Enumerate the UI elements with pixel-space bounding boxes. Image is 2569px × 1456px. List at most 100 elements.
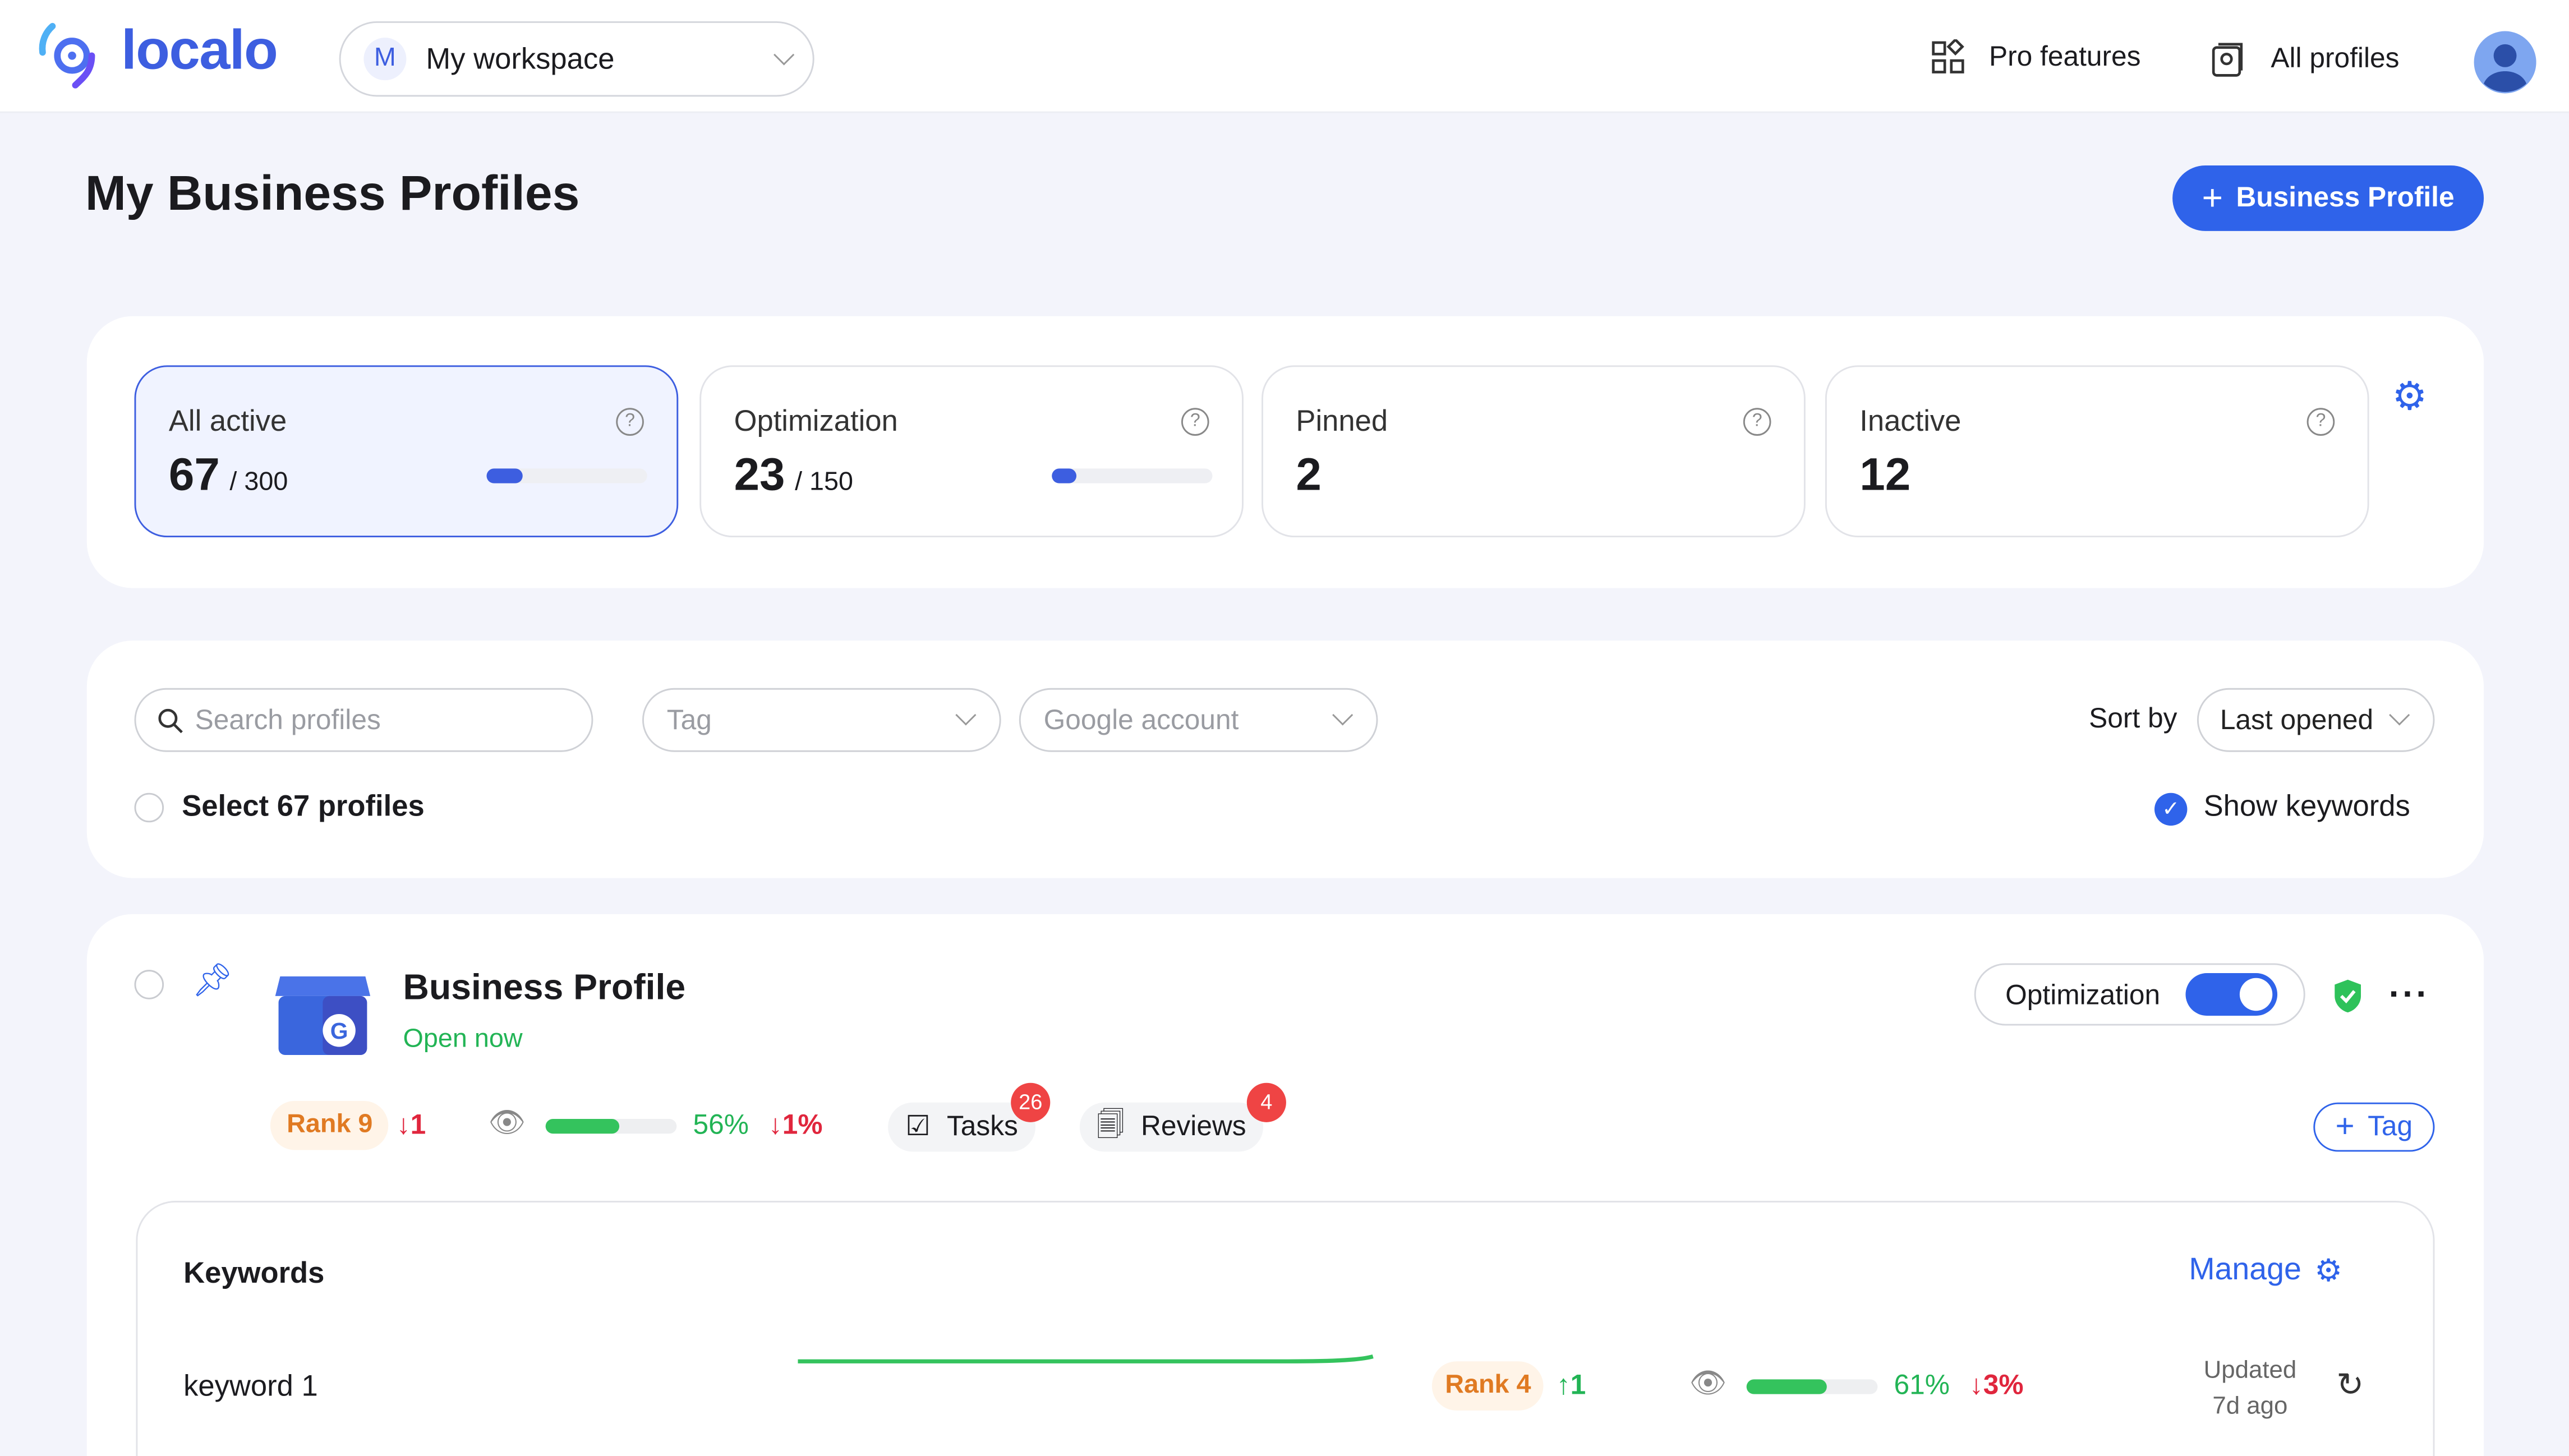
help-icon[interactable]: ? <box>1743 408 1771 436</box>
svg-text:G: G <box>330 1018 348 1044</box>
stat-label: Optimization <box>734 404 898 437</box>
more-options-icon[interactable]: ··· <box>2388 973 2430 1015</box>
keyword-rank-change: ↑1 <box>1556 1369 1586 1401</box>
stat-value: 23 <box>734 449 785 500</box>
chevron-down-icon <box>2389 704 2410 726</box>
help-icon[interactable]: ? <box>616 408 644 436</box>
select-all-checkbox[interactable] <box>134 792 164 823</box>
select-all-label: Select 67 profiles <box>182 789 425 823</box>
pro-features-button[interactable]: Pro features <box>1930 39 2141 75</box>
user-avatar[interactable] <box>2474 31 2536 94</box>
tasks-label: Tasks <box>946 1111 1018 1142</box>
grid-icon <box>1932 39 1964 73</box>
keyword-visibility-change: ↓3% <box>1969 1369 2024 1401</box>
plus-icon: + <box>2335 1108 2355 1145</box>
open-status: Open now <box>403 1025 523 1054</box>
profile-checkbox[interactable] <box>134 970 164 999</box>
reviews-icon: 🗐︎ <box>1097 1108 1125 1140</box>
plus-icon: + <box>2202 177 2223 218</box>
keyword-name: keyword 1 <box>183 1369 318 1403</box>
pro-features-label: Pro features <box>1988 41 2141 72</box>
chevron-down-icon <box>774 44 795 66</box>
rank-change: ↓1 <box>396 1109 426 1140</box>
all-profiles-button[interactable]: All profiles <box>2208 39 2399 79</box>
add-business-profile-button[interactable]: + Business Profile <box>2172 165 2484 231</box>
stat-progress <box>1052 468 1213 483</box>
stat-label: All active <box>168 404 287 437</box>
gear-icon: ⚙ <box>2314 1255 2343 1289</box>
stat-value: 67 <box>168 449 220 500</box>
show-keywords-checkbox[interactable]: ✓ <box>2154 792 2188 826</box>
visibility-bar <box>545 1118 677 1134</box>
stat-label: Pinned <box>1296 404 1388 437</box>
visibility-icon: 👁︎ <box>1689 1366 1727 1399</box>
visibility-value: 56% <box>693 1109 749 1140</box>
keyword-rank-badge: Rank 4 <box>1431 1361 1544 1411</box>
google-business-icon: G <box>275 976 371 1056</box>
stat-total: / 150 <box>795 468 854 497</box>
sort-label: Sort by <box>2089 703 2177 734</box>
keyword-visibility: 61% <box>1894 1369 1950 1401</box>
checkbox-icon: ☑ <box>905 1111 931 1142</box>
tag-label: Tag <box>2368 1111 2413 1142</box>
localo-logo-icon <box>39 22 95 89</box>
toggle-switch[interactable] <box>2185 973 2278 1016</box>
search-icon <box>158 708 183 734</box>
optimization-toggle[interactable]: Optimization <box>1974 963 2305 1026</box>
page-title: My Business Profiles <box>85 167 580 222</box>
search-placeholder: Search profiles <box>195 704 381 736</box>
profile-card <box>86 914 2484 1456</box>
stat-pinned[interactable]: Pinned? 2 <box>1262 365 1806 538</box>
pin-icon[interactable]: 📌︎ <box>191 963 233 999</box>
chevron-down-icon <box>955 704 977 726</box>
add-tag-button[interactable]: + Tag <box>2313 1102 2435 1152</box>
reviews-button[interactable]: 🗐︎ Reviews <box>1079 1102 1264 1152</box>
tasks-button[interactable]: ☑ Tasks <box>888 1102 1036 1152</box>
keyword-visibility-bar <box>1746 1379 1878 1394</box>
top-bar: localo M My workspace Pro features All p… <box>0 0 2569 113</box>
settings-gear-icon[interactable]: ⚙ <box>2392 375 2428 420</box>
keyword-trend-line <box>798 1354 1374 1363</box>
keywords-title: Keywords <box>183 1256 325 1289</box>
help-icon[interactable]: ? <box>2306 408 2335 436</box>
stat-all-active[interactable]: All active? 67 / 300 <box>134 365 679 538</box>
sort-select[interactable]: Last opened <box>2197 688 2435 752</box>
stat-optimization[interactable]: Optimization? 23 / 150 <box>699 365 1244 538</box>
optimization-label: Optimization <box>2005 979 2161 1011</box>
stat-value: 2 <box>1296 449 1322 500</box>
profile-name[interactable]: Business Profile <box>403 966 686 1008</box>
help-icon[interactable]: ? <box>1181 408 1209 436</box>
google-account-select[interactable]: Google account <box>1019 688 1378 752</box>
manage-keywords-button[interactable]: Manage ⚙ <box>2189 1253 2342 1291</box>
google-account-placeholder: Google account <box>1043 704 1239 736</box>
logo[interactable]: localo <box>121 20 278 82</box>
stat-inactive[interactable]: Inactive? 12 <box>1825 365 2369 538</box>
all-profiles-label: All profiles <box>2271 42 2400 74</box>
stat-label: Inactive <box>1859 404 1962 437</box>
workspace-name: My workspace <box>426 42 615 76</box>
chevron-down-icon <box>1332 704 1353 726</box>
profiles-icon <box>2212 43 2243 77</box>
visibility-change: ↓1% <box>768 1109 823 1140</box>
add-button-label: Business Profile <box>2236 182 2455 213</box>
refresh-icon[interactable]: ↻ <box>2336 1367 2364 1404</box>
tag-select[interactable]: Tag <box>642 688 1001 752</box>
reviews-label: Reviews <box>1140 1111 1246 1142</box>
workspace-avatar: M <box>363 38 407 81</box>
stat-value: 12 <box>1859 449 1911 500</box>
sort-value: Last opened <box>2220 704 2374 736</box>
reviews-count-badge: 4 <box>1246 1082 1286 1122</box>
keyword-updated: Updated 7d ago <box>2203 1356 2297 1421</box>
workspace-selector[interactable]: M My workspace <box>339 21 814 97</box>
tag-placeholder: Tag <box>666 704 712 736</box>
stat-progress <box>486 468 647 483</box>
rank-badge: Rank 9 <box>270 1100 389 1150</box>
filters-panel <box>86 641 2484 878</box>
shield-check-icon <box>2335 979 2361 1013</box>
search-input[interactable]: Search profiles <box>134 688 593 752</box>
keywords-panel <box>136 1201 2435 1456</box>
stat-total: / 300 <box>229 468 288 497</box>
manage-label: Manage <box>2189 1253 2301 1288</box>
show-keywords-label: Show keywords <box>2203 789 2410 823</box>
tasks-count-badge: 26 <box>1011 1082 1051 1122</box>
